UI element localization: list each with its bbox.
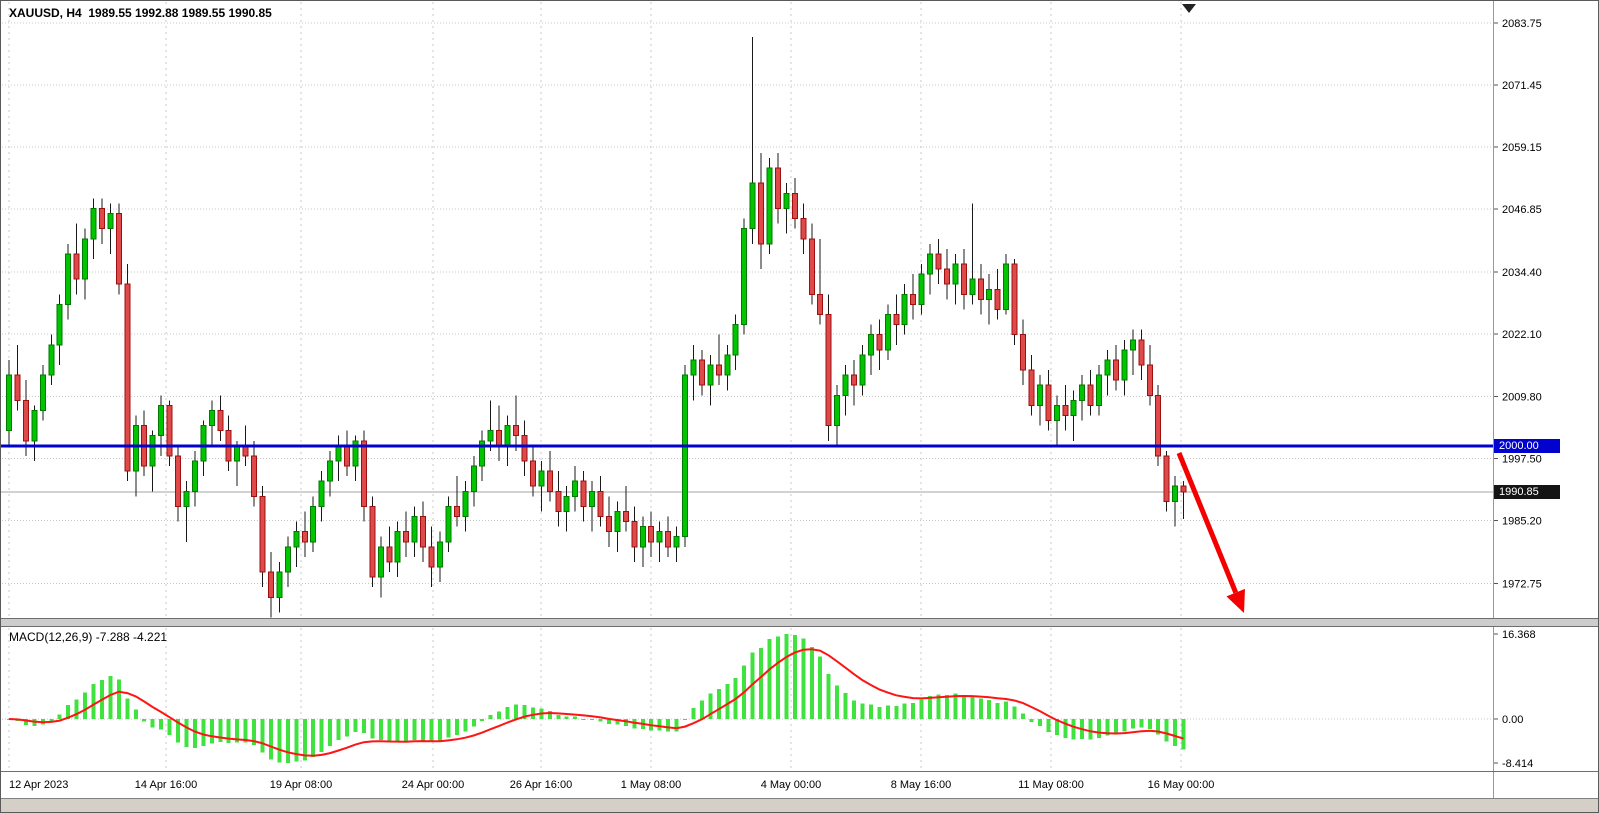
bid-price-tag: 1990.85 <box>1494 485 1560 500</box>
price-axis-label: 2071.45 <box>1502 80 1542 92</box>
time-axis-label: 16 May 00:00 <box>1148 779 1215 791</box>
price-axis-label: 2009.80 <box>1502 391 1542 403</box>
bottom-bar <box>1 798 1598 812</box>
time-axis-border <box>1 771 1598 772</box>
time-axis-label: 24 Apr 00:00 <box>402 779 464 791</box>
candlesticks <box>6 36 1187 618</box>
time-axis-label: 19 Apr 08:00 <box>270 779 332 791</box>
price-axis-label: 2046.85 <box>1502 204 1542 216</box>
time-axis-label: 11 May 08:00 <box>1018 779 1084 791</box>
macd-axis-label: 0.00 <box>1502 714 1523 726</box>
price-axis-label: 2059.15 <box>1502 142 1542 154</box>
macd-axis-label: 16.368 <box>1502 629 1536 641</box>
price-axis-label: 2034.40 <box>1502 267 1542 279</box>
macd-histogram <box>7 633 1186 763</box>
time-axis-label: 4 May 00:00 <box>761 779 822 791</box>
price-axis-label: 1972.75 <box>1502 578 1542 590</box>
time-axis-label: 8 May 16:00 <box>891 779 952 791</box>
chart-shift-marker <box>1182 4 1196 13</box>
down-trend-arrow[interactable] <box>1176 452 1245 613</box>
macd-signal-line <box>8 648 1184 757</box>
time-axis-label: 14 Apr 16:00 <box>135 779 197 791</box>
grid-lines <box>2 2 1498 771</box>
price-level-tag: 2000.00 <box>1494 438 1560 453</box>
pane-splitter[interactable] <box>1 618 1598 627</box>
price-axis-label: 2022.10 <box>1502 329 1542 341</box>
symbol-ohlc-label: XAUUSD, H4 1989.55 1992.88 1989.55 1990.… <box>9 6 272 20</box>
price-axis-label: 1985.20 <box>1502 516 1542 528</box>
time-axis-label: 26 Apr 16:00 <box>510 779 572 791</box>
price-axis-label: 1997.50 <box>1502 453 1542 465</box>
axis-labels: 2083.75 2071.45 2059.15 2046.85 2034.40 2022.… <box>9 18 1542 791</box>
price-axis-label: 2083.75 <box>1502 18 1542 30</box>
price-axis-border <box>1493 1 1494 798</box>
macd-axis-label: -8.414 <box>1502 758 1533 770</box>
macd-indicator-label: MACD(12,26,9) -7.288 -4.221 <box>9 630 168 644</box>
time-axis-label: 1 May 08:00 <box>621 779 682 791</box>
time-axis-label: 12 Apr 2023 <box>9 779 68 791</box>
